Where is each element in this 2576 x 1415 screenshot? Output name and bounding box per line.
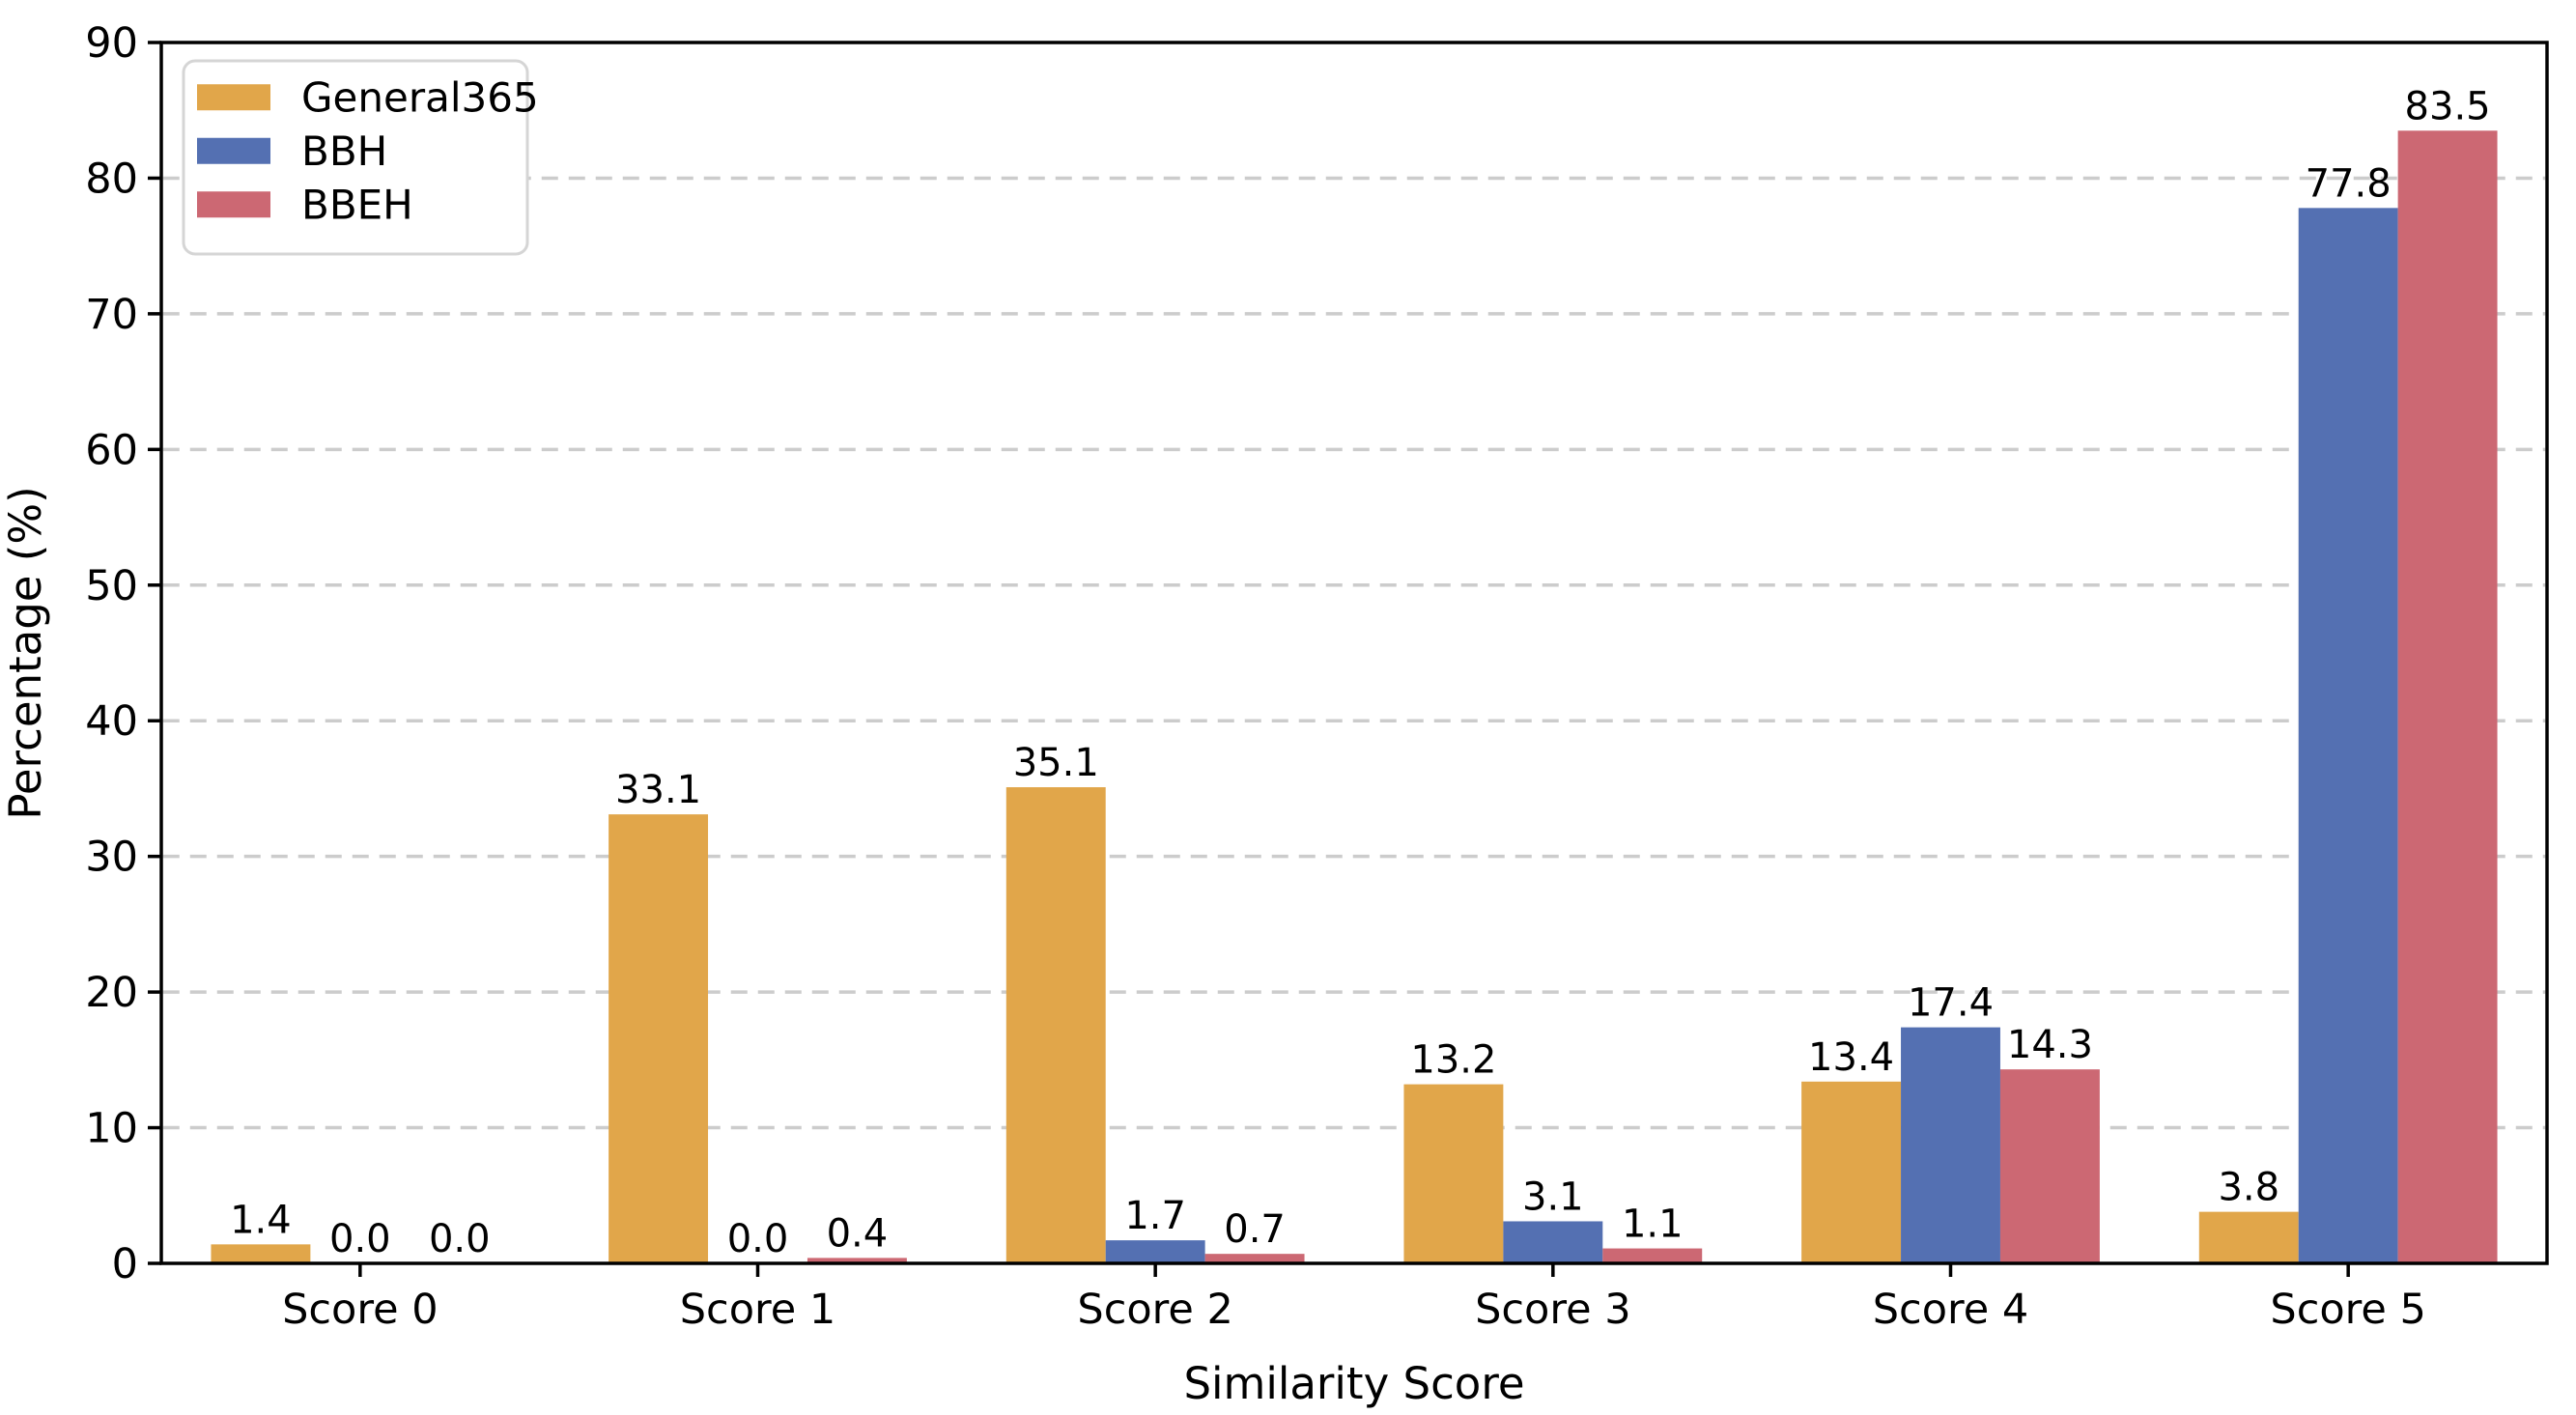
bar-BBH-score-2 (1105, 1240, 1205, 1263)
bar-General365-score-4 (1801, 1081, 1902, 1263)
bar-value-label: 1.4 (230, 1198, 292, 1242)
bar-General365-score-3 (1403, 1084, 1504, 1263)
bar-value-label: 0.7 (1224, 1207, 1286, 1252)
bar-value-label: 14.3 (2007, 1023, 2093, 1067)
legend-label-bbeh: BBEH (301, 182, 413, 229)
y-tick-label: 10 (85, 1105, 138, 1153)
y-tick-label: 50 (85, 562, 138, 610)
y-tick-label: 0 (112, 1240, 138, 1288)
bar-value-label: 3.1 (1522, 1174, 1584, 1219)
bar-value-label: 13.4 (1808, 1035, 1894, 1080)
bar-value-label: 0.0 (429, 1217, 491, 1261)
x-axis-ticks: Score 0 Score 1 Score 2 Score 3 Score 4 Score… (282, 1263, 2426, 1334)
bar-BBH-score-4 (1901, 1027, 2000, 1263)
x-axis-title: Similarity Score (1183, 1358, 1524, 1409)
bar-BBEH-score-4 (1999, 1069, 2100, 1263)
bar-BBEH-score-5 (2397, 130, 2498, 1263)
x-tick-label: Score 0 (282, 1286, 438, 1334)
bar-BBH-score-5 (2298, 208, 2398, 1263)
legend-swatch-bbeh (197, 191, 270, 218)
bar-value-labels: 1.4 33.1 35.1 13.2 13.4 3.8 0.0 0.0 1.7 3.1 17.4 77… (230, 84, 2491, 1261)
bar-value-label: 77.8 (2306, 161, 2392, 206)
y-tick-label: 30 (85, 834, 138, 882)
x-tick-label: Score 5 (2270, 1286, 2425, 1334)
y-axis-ticks: 0 10 20 30 40 50 60 70 80 90 (85, 19, 161, 1288)
bar-value-label: 1.1 (1622, 1203, 1684, 1247)
bar-value-label: 3.8 (2218, 1166, 2279, 1210)
bar-General365-score-2 (1005, 787, 1106, 1263)
axes-frame (159, 41, 2549, 1265)
bar-value-label: 0.4 (827, 1211, 889, 1256)
y-tick-label: 70 (85, 291, 138, 339)
bar-value-label: 0.0 (329, 1217, 391, 1261)
legend: General365 BBH BBEH (182, 59, 539, 256)
x-tick-label: Score 2 (1077, 1286, 1232, 1334)
bar-value-label: 17.4 (1908, 981, 1994, 1026)
legend-swatch-bbh (197, 137, 270, 164)
legend-swatch-general365 (197, 84, 270, 111)
bar-value-label: 83.5 (2405, 84, 2491, 128)
bar-value-label: 1.7 (1124, 1194, 1186, 1238)
bar-value-label: 13.2 (1410, 1038, 1496, 1083)
bar-BBEH-score-1 (807, 1258, 907, 1263)
bar-value-label: 33.1 (615, 768, 701, 812)
bar-General365-score-0 (211, 1244, 311, 1263)
x-tick-label: Score 1 (680, 1286, 835, 1334)
gridlines (162, 176, 2546, 1130)
legend-label-general365: General365 (301, 74, 539, 122)
x-tick-label: Score 3 (1475, 1286, 1630, 1334)
y-tick-label: 60 (85, 426, 138, 474)
bar-groups (211, 130, 2498, 1263)
bar-General365-score-1 (609, 814, 709, 1263)
legend-label-bbh: BBH (301, 127, 387, 175)
bar-value-label: 0.0 (727, 1217, 789, 1261)
y-axis-title: Percentage (%) (0, 486, 51, 819)
y-tick-label: 40 (85, 697, 138, 746)
y-tick-label: 80 (85, 155, 138, 203)
plot-frame (159, 41, 2549, 1265)
bar-BBEH-score-2 (1204, 1254, 1305, 1263)
y-tick-label: 20 (85, 969, 138, 1017)
bar-BBH-score-3 (1503, 1221, 1603, 1263)
y-tick-label: 90 (85, 19, 138, 68)
bar-BBEH-score-3 (1602, 1248, 1703, 1263)
bar-General365-score-5 (2198, 1211, 2299, 1263)
bar-value-label: 35.1 (1013, 741, 1099, 785)
x-tick-label: Score 4 (1873, 1286, 2028, 1334)
axis-titles: Similarity Score Percentage (%) (0, 486, 1525, 1409)
